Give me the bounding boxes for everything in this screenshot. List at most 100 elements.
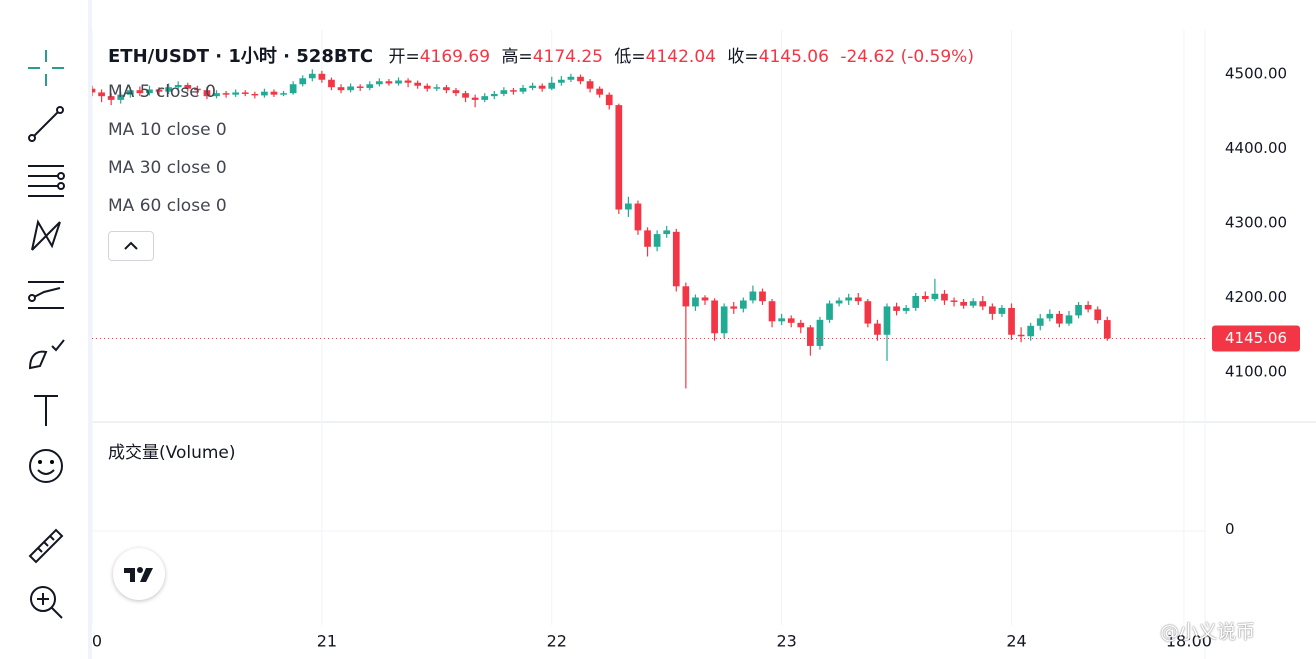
candle-body [462,93,469,98]
candle-body [404,80,412,83]
candle-body [596,88,604,95]
candle-body [989,306,996,314]
candle-body [941,293,948,301]
high-label: 高= [501,47,533,67]
candle-body [98,92,105,97]
crosshair-tool[interactable] [26,48,66,88]
trendline-tool[interactable] [26,104,66,144]
collapse-button[interactable] [108,231,154,261]
y-tick-label: 4300.00 [1225,213,1287,231]
x-tick-label: 18:00 [1166,632,1212,651]
candle-body [136,90,144,94]
zoom-tool[interactable] [26,582,66,622]
candle-body [1008,307,1015,335]
pattern-tool[interactable] [26,216,66,256]
candle-body [682,286,690,307]
candle-body [807,327,814,346]
candle-body [653,234,661,247]
last-price-badge [1212,325,1300,352]
candle-body [835,300,843,304]
y-tick-label: 4400.00 [1225,139,1287,157]
close-label: 收= [727,47,759,67]
candle-body [414,82,422,86]
candle-body [375,81,383,85]
emoji-tool[interactable] [26,446,66,486]
high-value: 4174.25 [532,47,603,67]
candle-body [155,89,163,92]
candle-body [998,307,1006,314]
candle-body [950,300,958,302]
candle-body [921,295,929,299]
candle-body [184,84,192,89]
forecast-tool[interactable] [26,276,66,316]
candle-body [337,87,345,91]
brush-tool[interactable] [26,334,66,374]
volume-title: 成交量(Volume) [108,443,236,463]
last-price-label: 4145.06 [1225,329,1287,347]
candle-body [768,301,776,322]
change: -24.62 [840,47,896,67]
candle-body [261,91,268,96]
candle-body [481,96,489,100]
y-tick-label: 4500.00 [1225,64,1287,82]
candle-body [557,79,565,83]
candle-body [979,301,987,307]
candle-body [1046,313,1054,319]
candle-body [749,291,757,301]
candle-body [692,297,699,307]
x-tick-label: 0 [92,632,102,651]
candle-body [490,93,498,97]
candle-body [577,76,584,82]
candle-body [232,92,240,95]
candle-body [931,293,939,299]
candle-body [107,96,115,100]
close-value: 4145.06 [758,47,829,67]
watermark: @小义说币 [1160,621,1256,643]
candle-body [433,87,441,89]
candle-body [739,300,747,309]
ma-legend: MA 60 close 0 [108,196,227,216]
logo-mark [124,567,153,582]
candle-body [443,87,450,91]
fib-tool[interactable] [26,160,66,200]
candle-body [778,318,785,322]
candle-body [165,87,172,92]
candle-body [299,78,307,85]
candle-body [1075,304,1082,316]
chevron [124,241,138,250]
candle-body [854,297,862,302]
candle-body [213,93,220,97]
candle-body [222,93,230,95]
candle-body [874,323,881,335]
candle-body [538,85,546,89]
change-percent: (-0.59%) [900,47,974,67]
candle-body [529,85,536,88]
candle-body [174,84,182,88]
y-tick-label: 4200.00 [1225,288,1287,306]
text-tool[interactable] [26,390,66,430]
candle-body [423,85,431,89]
candle-body [730,306,738,309]
candle-body [1065,315,1073,324]
y-tick-label: 4100.00 [1225,363,1287,381]
logo[interactable] [113,548,165,600]
ma-legend: MA 10 close 0 [108,120,227,140]
ruler-tool[interactable] [26,526,66,566]
candle-body [711,300,718,334]
candle-body [816,319,824,346]
candle-body [912,295,920,308]
open-value: 4169.69 [419,47,491,67]
ma-legend: MA 5 close 0 [108,82,216,102]
candle-body [759,291,766,302]
candle-body [395,80,402,84]
candle-body [797,322,805,328]
candle-body [92,88,96,93]
legend-header: ETH/USDT · 1小时 · 528BTC 开=4169.69 高=4174… [108,42,974,68]
candle-body [1017,334,1025,337]
candle-body [471,97,479,100]
candle-body [672,231,680,287]
candle-body [1027,325,1035,337]
candle-body [308,73,316,79]
candle-body [1056,313,1063,324]
